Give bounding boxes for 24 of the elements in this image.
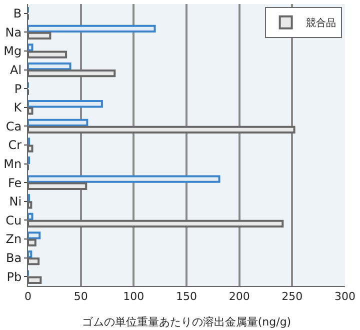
y-tick-label: K (14, 100, 23, 115)
y-tick-label: Cu (6, 213, 22, 228)
x-tick-label: 100 (123, 290, 144, 304)
x-axis-title: ゴムの単位重量あたりの溶出金属量(ng/g) (82, 315, 292, 328)
y-tick-label: Ni (9, 194, 22, 209)
x-tick-label: 200 (228, 290, 250, 304)
y-tick-label: Mg (4, 44, 22, 58)
y-tick-label: Mn (4, 157, 22, 171)
x-tick-label: 50 (74, 290, 88, 304)
y-tick-label: Zn (6, 232, 22, 246)
y-tick-label: Ba (6, 251, 22, 265)
x-tick-label: 250 (282, 290, 303, 304)
y-tick-label: Al (10, 63, 22, 77)
x-tick-label: 300 (334, 290, 356, 304)
y-tick-label: Ca (6, 119, 22, 134)
y-tick-label: Pb (6, 270, 22, 284)
x-tick-label: 0 (24, 290, 32, 304)
y-tick-label: B (13, 6, 22, 21)
y-tick-label: Fe (8, 176, 22, 190)
legend-label: 競合品 (306, 17, 336, 30)
x-tick-label: 150 (176, 290, 197, 304)
y-tick-label: Na (5, 25, 22, 40)
y-tick-label: P (14, 82, 22, 96)
y-tick-label: Cr (8, 138, 22, 152)
